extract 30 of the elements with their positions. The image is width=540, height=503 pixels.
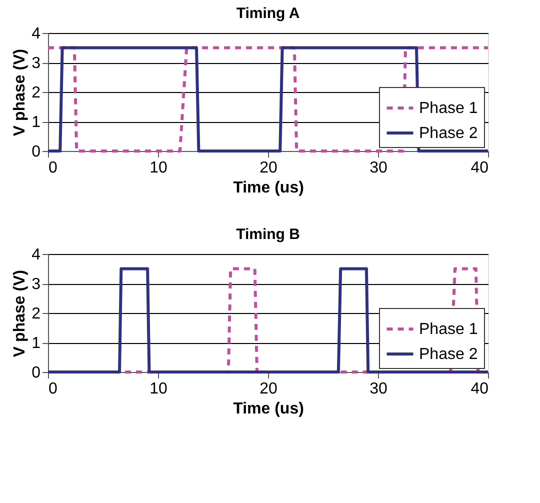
y-tick-label: 1	[32, 114, 41, 131]
y-tick-label: 0	[32, 144, 41, 160]
y-tick-label: 2	[32, 306, 41, 322]
y-axis-title: V phase (V)	[12, 270, 29, 358]
y-tick-label: 3	[32, 276, 41, 293]
legend-label: Phase 2	[419, 346, 478, 363]
x-tick-label: 40	[470, 380, 489, 398]
y-tick-label: 1	[32, 335, 41, 352]
y-tick-label: 4	[32, 246, 41, 264]
y-axis-title: V phase (V)	[12, 48, 29, 136]
chart-title: Timing B	[236, 226, 300, 243]
y-tick-label: 4	[32, 26, 41, 42]
y-tick-label: 0	[32, 364, 41, 382]
x-tick-label: 10	[150, 160, 168, 176]
legend-label: Phase 1	[419, 321, 478, 338]
legend-label: Phase 2	[419, 125, 478, 142]
chart-title: Timing A	[236, 5, 300, 22]
y-tick-label: 3	[32, 55, 41, 72]
x-tick-label: 0	[48, 160, 58, 176]
x-tick-label: 30	[370, 380, 388, 398]
x-tick-label: 30	[370, 160, 388, 176]
x-tick-label: 20	[260, 380, 278, 398]
x-tick-label: 0	[48, 380, 58, 398]
x-axis-title: Time (us)	[233, 400, 304, 418]
x-axis-title: Time (us)	[233, 180, 304, 196]
x-tick-label: 40	[470, 160, 489, 176]
y-tick-label: 2	[32, 84, 41, 102]
x-tick-label: 10	[150, 380, 168, 398]
x-tick-label: 20	[260, 160, 278, 176]
legend-label: Phase 1	[419, 100, 478, 117]
